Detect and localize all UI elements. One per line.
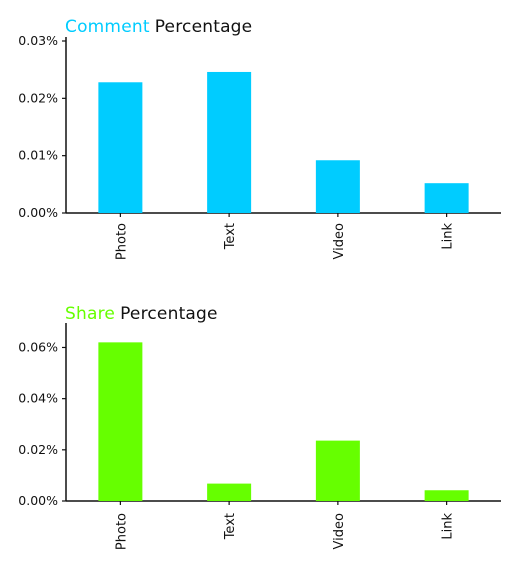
bar-text bbox=[207, 71, 252, 214]
chart-title: Comment Percentage bbox=[65, 17, 252, 37]
x-tick-label: Video bbox=[332, 223, 347, 259]
y-tick-label: 0.01% bbox=[18, 148, 58, 163]
y-tick-label: 0.00% bbox=[18, 205, 58, 220]
bar-link bbox=[424, 490, 469, 501]
chart-title-rest: Percentage bbox=[154, 17, 253, 37]
y-tick-label: 0.04% bbox=[18, 391, 58, 406]
y-tick-label: 0.02% bbox=[18, 90, 58, 105]
x-tick-label: Photo bbox=[114, 223, 129, 260]
x-tick-label: Photo bbox=[114, 513, 129, 550]
x-tick-label: Video bbox=[332, 513, 347, 549]
y-tick-label: 0.02% bbox=[18, 442, 58, 457]
y-tick-label: 0.03% bbox=[18, 33, 58, 48]
x-tick-label: Text bbox=[223, 513, 238, 540]
share-bar-plot: 0.00% 0.02% 0.04% 0.06% Photo Text Video Link bbox=[18, 323, 501, 550]
share-percentage-chart: Share Percentage 0.00% 0.02% 0.04% 0.06% Phot… bbox=[0, 290, 517, 565]
chart-title-accent: Share bbox=[65, 304, 116, 324]
x-tick-label: Text bbox=[223, 223, 238, 250]
x-tick-label: Link bbox=[441, 223, 456, 250]
x-tick-label: Link bbox=[441, 513, 456, 540]
chart-title-rest: Percentage bbox=[120, 304, 218, 324]
bar-link bbox=[424, 183, 469, 213]
bar-video bbox=[315, 160, 360, 213]
comment-percentage-chart: Comment Percentage 0.00% 0.01% 0.02% 0.03% Ph… bbox=[0, 0, 517, 280]
y-tick-label: 0.06% bbox=[18, 339, 58, 354]
bar-photo bbox=[98, 342, 143, 501]
comment-bar-plot: 0.00% 0.01% 0.02% 0.03% Photo Text Video Link bbox=[18, 33, 501, 260]
chart-title: Share Percentage bbox=[65, 304, 218, 324]
y-tick-label: 0.00% bbox=[18, 493, 58, 508]
chart-title-accent: Comment bbox=[65, 17, 150, 37]
bar-photo bbox=[98, 82, 143, 213]
bar-video bbox=[315, 440, 360, 501]
bar-text bbox=[207, 483, 252, 501]
